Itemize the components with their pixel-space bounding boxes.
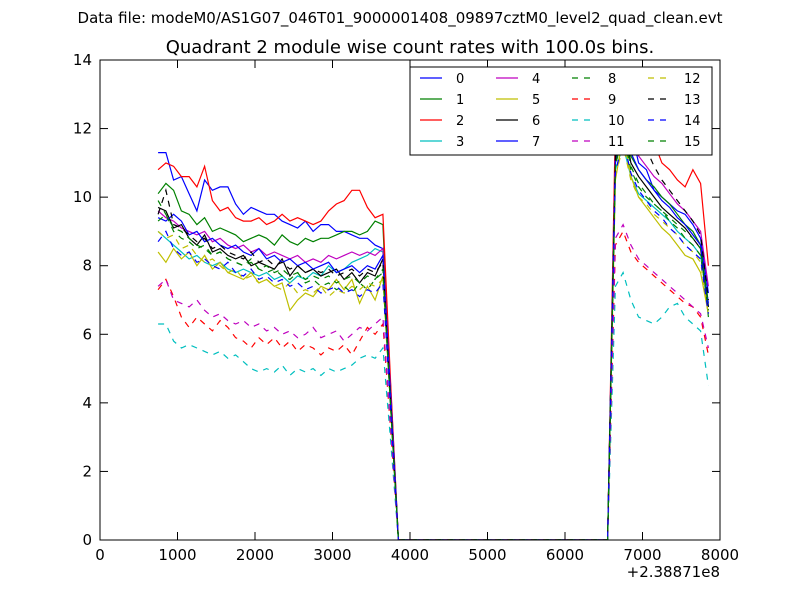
series-5-line bbox=[157, 135, 709, 540]
series-2-line bbox=[157, 99, 709, 540]
series-13-line bbox=[157, 107, 709, 540]
series-12-line bbox=[157, 145, 709, 540]
legend-label-10: 10 bbox=[608, 114, 625, 129]
legend-label-13: 13 bbox=[684, 93, 701, 108]
suptitle: Data file: modeM0/AS1G07_046T01_90000014… bbox=[78, 9, 723, 28]
y-tick-label: 2 bbox=[82, 462, 92, 480]
x-tick-label: 8000 bbox=[701, 546, 739, 564]
series-3-line bbox=[157, 143, 709, 540]
series-7-line bbox=[157, 107, 709, 540]
legend-label-15: 15 bbox=[684, 135, 701, 150]
x-tick-label: 1000 bbox=[158, 546, 196, 564]
y-tick-label: 0 bbox=[82, 531, 92, 549]
legend-label-1: 1 bbox=[456, 93, 464, 108]
series-15-line bbox=[157, 131, 709, 540]
legend-label-0: 0 bbox=[456, 72, 464, 87]
series-9-line bbox=[157, 229, 709, 540]
axes: 0 1000 2000 3000 4000 5000 6000 7000 80000246810… bbox=[73, 51, 739, 581]
x-offset-label: +2.38871e8 bbox=[627, 563, 720, 581]
legend-label-11: 11 bbox=[608, 135, 625, 150]
series-8-line bbox=[157, 128, 709, 540]
legend-label-12: 12 bbox=[684, 72, 701, 87]
legend-label-8: 8 bbox=[608, 72, 616, 87]
series-14-line bbox=[157, 138, 709, 540]
y-tick-label: 6 bbox=[82, 325, 92, 343]
y-tick-label: 12 bbox=[73, 120, 92, 138]
legend-label-5: 5 bbox=[532, 93, 540, 108]
y-tick-label: 8 bbox=[82, 257, 92, 275]
legend-label-2: 2 bbox=[456, 114, 464, 129]
series-11-line bbox=[157, 223, 709, 540]
legend-label-6: 6 bbox=[532, 114, 540, 129]
x-tick-label: 2000 bbox=[236, 546, 274, 564]
series-1-line bbox=[157, 111, 709, 540]
x-tick-label: 6000 bbox=[546, 546, 584, 564]
y-tick-label: 4 bbox=[82, 394, 92, 412]
x-tick-label: 4000 bbox=[391, 546, 429, 564]
legend-box bbox=[409, 66, 713, 156]
series-0-line bbox=[158, 66, 709, 540]
series-10-line bbox=[158, 271, 709, 540]
legend-label-3: 3 bbox=[456, 135, 464, 150]
legend-label-14: 14 bbox=[684, 114, 701, 129]
chart-title: Quadrant 2 module wise count rates with … bbox=[166, 37, 655, 58]
series-4-line bbox=[157, 97, 709, 540]
x-tick-label: 5000 bbox=[468, 546, 506, 564]
x-tick-label: 7000 bbox=[623, 546, 661, 564]
y-tick-label: 14 bbox=[73, 51, 92, 69]
series-6-line bbox=[157, 121, 709, 540]
legend-label-7: 7 bbox=[532, 135, 540, 150]
legend-label-9: 9 bbox=[608, 93, 616, 108]
legend-label-4: 4 bbox=[532, 72, 540, 87]
plot-area bbox=[157, 66, 709, 540]
x-tick-label: 3000 bbox=[313, 546, 351, 564]
x-tick-label: 0 bbox=[95, 546, 105, 564]
y-tick-label: 10 bbox=[73, 188, 92, 206]
